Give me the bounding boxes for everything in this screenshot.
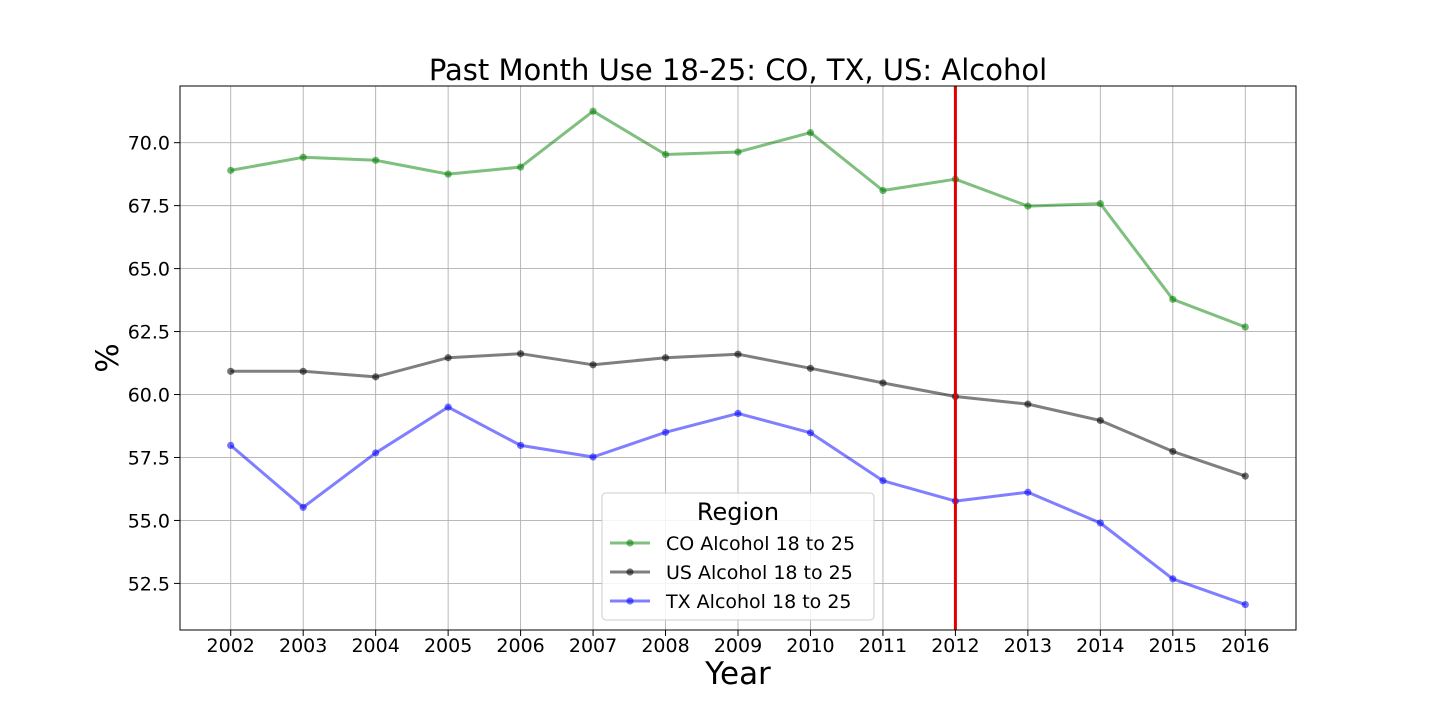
data-point-co bbox=[1096, 200, 1104, 208]
legend-label-co: CO Alcohol 18 to 25 bbox=[666, 533, 855, 555]
data-point-us bbox=[879, 379, 887, 387]
legend-label-us: US Alcohol 18 to 25 bbox=[666, 562, 853, 584]
data-point-tx bbox=[806, 429, 815, 437]
y-tick-label: 70.0 bbox=[128, 133, 170, 155]
data-point-co bbox=[589, 107, 597, 115]
legend-label-tx: TX Alcohol 18 to 25 bbox=[665, 591, 852, 613]
data-point-co bbox=[806, 128, 815, 137]
x-axis-ticks: 2002 2003 2004 2005 2006 2007 2008 2009 2010 2011… bbox=[207, 630, 1269, 657]
data-point-co bbox=[1024, 202, 1032, 210]
x-axis-label: Year bbox=[704, 656, 771, 692]
legend-swatch-marker-tx bbox=[626, 597, 634, 605]
y-tick-label: 52.5 bbox=[128, 573, 170, 595]
y-tick-label: 62.5 bbox=[128, 322, 170, 344]
data-point-co bbox=[734, 148, 742, 156]
data-point-tx bbox=[1169, 575, 1177, 583]
x-tick-label: 2005 bbox=[424, 635, 472, 657]
data-point-tx bbox=[227, 441, 235, 449]
legend-swatch-marker-us bbox=[626, 568, 634, 576]
x-tick-label: 2015 bbox=[1149, 635, 1197, 657]
x-tick-label: 2016 bbox=[1221, 635, 1269, 657]
x-tick-label: 2014 bbox=[1076, 635, 1124, 657]
data-point-tx bbox=[299, 503, 307, 511]
x-tick-label: 2009 bbox=[714, 635, 762, 657]
data-point-co bbox=[879, 186, 887, 195]
legend-box bbox=[601, 492, 875, 621]
data-point-us bbox=[1169, 447, 1177, 456]
y-tick-label: 65.0 bbox=[128, 259, 170, 281]
data-point-tx bbox=[1241, 600, 1249, 609]
data-point-us bbox=[806, 364, 815, 372]
data-point-tx bbox=[879, 477, 887, 485]
y-tick-label: 60.0 bbox=[128, 385, 170, 407]
data-point-us bbox=[1024, 400, 1032, 408]
x-tick-label: 2008 bbox=[641, 635, 689, 657]
data-point-co bbox=[1241, 323, 1249, 331]
legend: Region CO Alcohol 18 to 25 US Alcohol 18 … bbox=[601, 492, 875, 621]
data-point-co bbox=[372, 156, 380, 164]
data-point-us bbox=[734, 350, 742, 358]
y-axis-ticks: 52.5 55.0 57.5 60.0 62.5 65.0 67.5 70.0 bbox=[128, 133, 180, 595]
data-point-co bbox=[227, 166, 235, 174]
y-tick-label: 67.5 bbox=[128, 196, 170, 218]
data-point-us bbox=[227, 367, 235, 375]
data-point-tx bbox=[1024, 488, 1032, 496]
data-point-us bbox=[589, 361, 597, 369]
data-point-co bbox=[661, 150, 670, 159]
y-axis-label: % bbox=[90, 343, 126, 372]
data-point-tx bbox=[734, 409, 742, 418]
y-tick-label: 55.0 bbox=[128, 510, 170, 532]
legend-title: Region bbox=[697, 498, 779, 526]
data-point-tx bbox=[372, 449, 380, 457]
x-tick-label: 2003 bbox=[279, 635, 327, 657]
data-point-us bbox=[1096, 416, 1104, 425]
data-point-co bbox=[1169, 295, 1177, 303]
data-point-tx bbox=[1096, 519, 1104, 527]
x-tick-label: 2004 bbox=[351, 635, 399, 657]
data-point-tx bbox=[444, 403, 452, 411]
data-point-us bbox=[444, 354, 452, 362]
data-point-us bbox=[661, 354, 670, 362]
data-point-tx bbox=[516, 441, 525, 449]
x-tick-label: 2002 bbox=[207, 635, 255, 657]
x-tick-label: 2006 bbox=[496, 635, 544, 657]
x-tick-label: 2013 bbox=[1004, 635, 1052, 657]
series-layer bbox=[227, 107, 1249, 609]
legend-swatch-marker-co bbox=[626, 539, 634, 547]
y-tick-label: 57.5 bbox=[128, 447, 170, 469]
x-tick-label: 2010 bbox=[786, 635, 834, 657]
data-point-us bbox=[372, 373, 380, 381]
x-tick-label: 2011 bbox=[859, 635, 907, 657]
data-point-us bbox=[299, 367, 307, 375]
x-tick-label: 2007 bbox=[569, 635, 617, 657]
chart-title: Past Month Use 18-25: CO, TX, US: Alcoho… bbox=[429, 53, 1047, 87]
data-point-co bbox=[444, 170, 452, 178]
x-tick-label: 2012 bbox=[931, 635, 979, 657]
data-point-co bbox=[516, 163, 525, 171]
data-point-us bbox=[516, 350, 525, 358]
data-point-co bbox=[299, 153, 307, 161]
data-point-us bbox=[1241, 472, 1249, 480]
data-point-tx bbox=[661, 428, 670, 436]
data-point-tx bbox=[589, 453, 597, 461]
